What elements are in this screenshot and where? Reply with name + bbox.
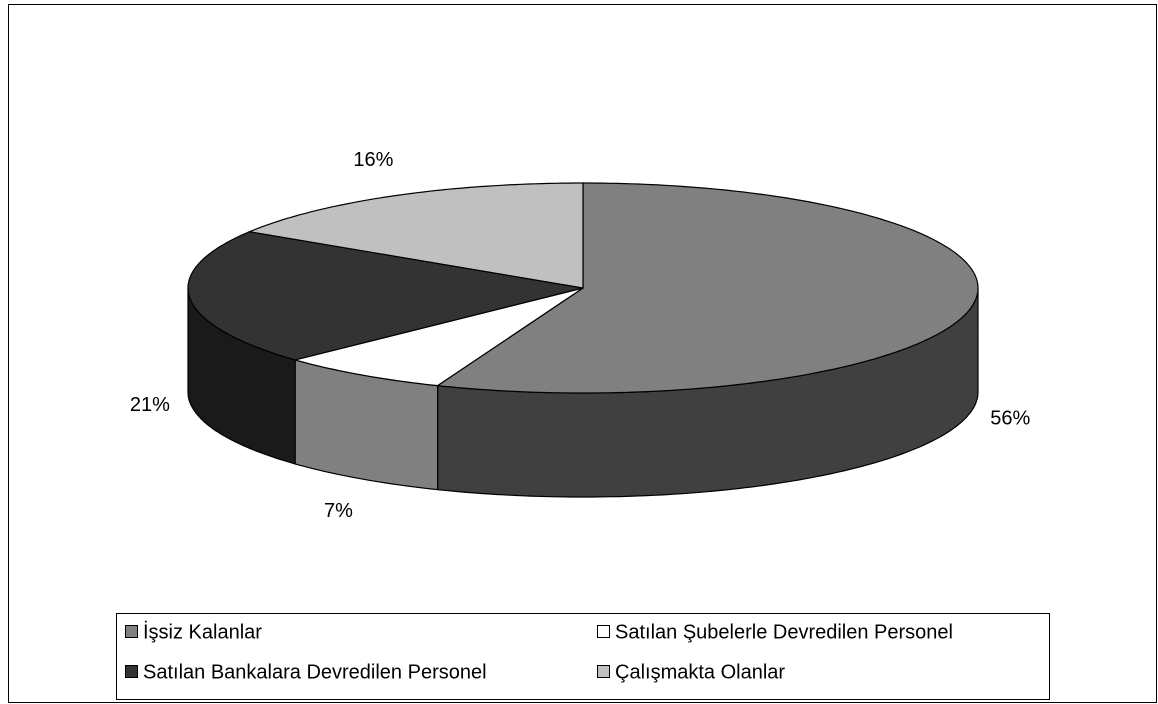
data-label: 16% [353,149,393,171]
data-label: 7% [324,500,353,522]
legend-label: Satılan Şubelerle Devredilen Personel [615,621,953,643]
data-label: 56% [990,407,1030,429]
pie-slice [435,182,979,394]
legend-swatch [125,665,138,678]
legend-swatch [125,625,138,638]
pie-slice [292,287,584,387]
legend-swatch [597,625,610,638]
legend-label: Çalışmakta Olanlar [615,661,785,683]
legend-label: Satılan Bankalara Devredilen Personel [143,661,487,683]
legend-label: İşsiz Kalanlar [143,620,262,643]
legend-box [116,613,1050,700]
pie-slice [247,182,584,289]
legend-swatch [597,665,610,678]
data-label: 21% [130,394,170,416]
pie-slice [187,231,584,361]
